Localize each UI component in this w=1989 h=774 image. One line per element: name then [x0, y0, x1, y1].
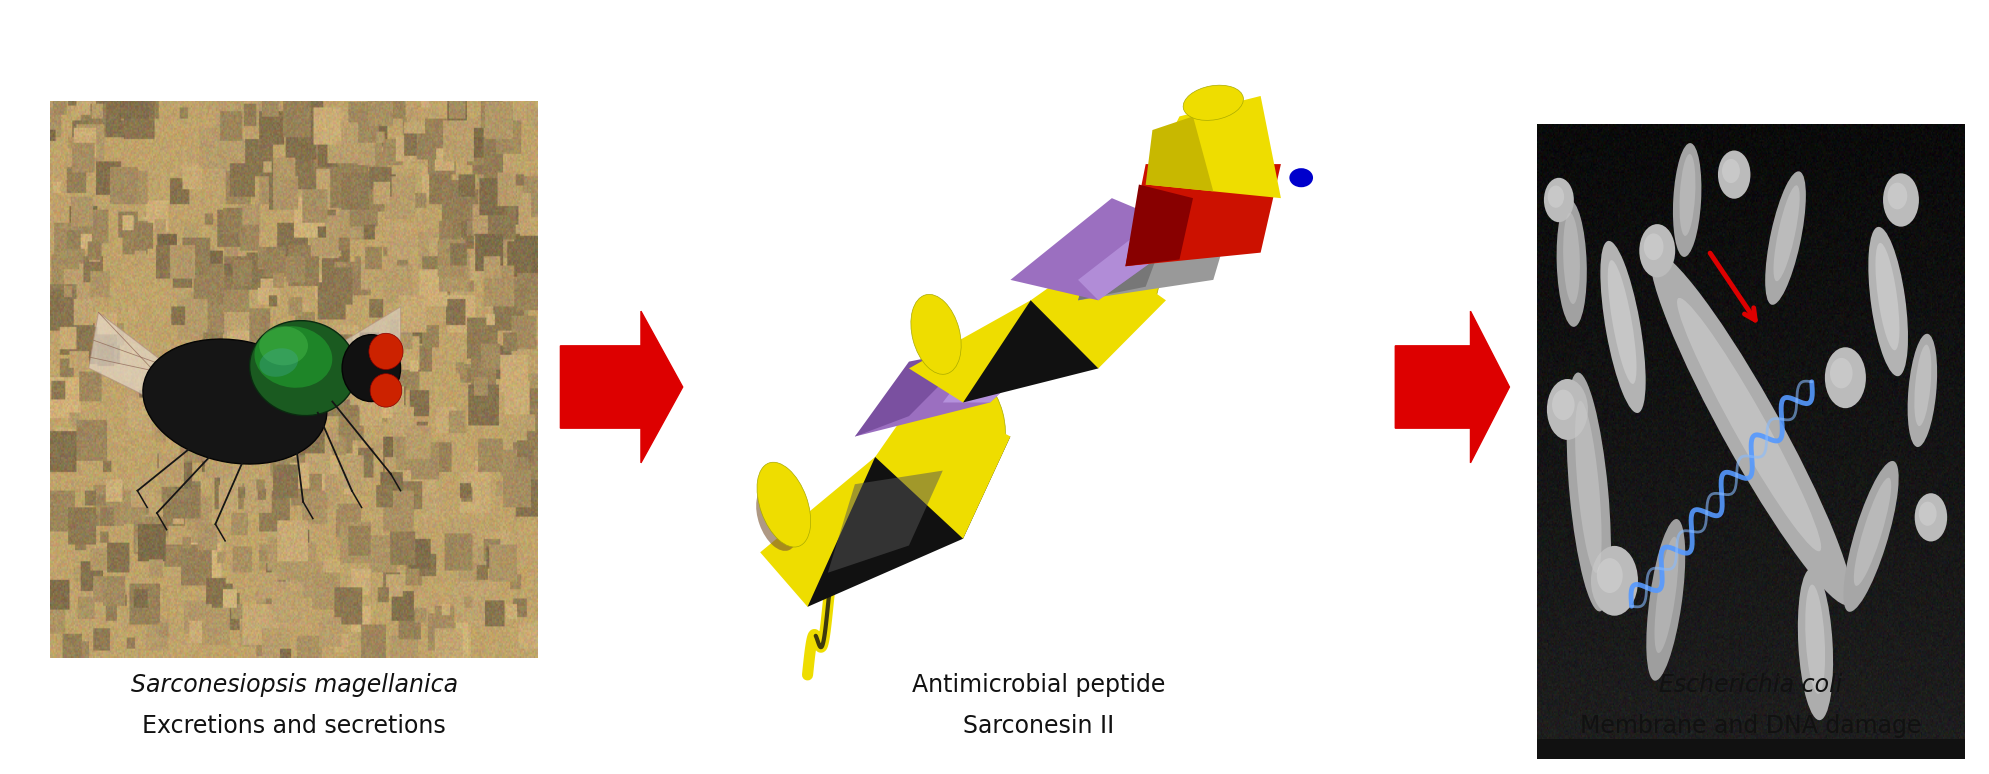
Text: Antimicrobial peptide: Antimicrobial peptide: [911, 673, 1166, 697]
Ellipse shape: [1844, 461, 1899, 611]
Ellipse shape: [911, 294, 961, 375]
Ellipse shape: [1868, 227, 1907, 376]
Ellipse shape: [1543, 178, 1573, 222]
Ellipse shape: [758, 462, 812, 547]
Polygon shape: [1126, 184, 1193, 266]
Ellipse shape: [1557, 200, 1587, 327]
Ellipse shape: [1884, 173, 1919, 227]
Ellipse shape: [342, 334, 400, 402]
Polygon shape: [963, 280, 1126, 402]
Ellipse shape: [1677, 298, 1822, 551]
Polygon shape: [855, 348, 977, 437]
Polygon shape: [1146, 96, 1281, 198]
Ellipse shape: [1764, 171, 1806, 305]
Text: Sarconesiopsis magellanica: Sarconesiopsis magellanica: [131, 673, 457, 697]
Ellipse shape: [1915, 493, 1947, 542]
Ellipse shape: [1774, 185, 1800, 281]
Ellipse shape: [1651, 252, 1852, 605]
Ellipse shape: [1183, 85, 1243, 121]
Polygon shape: [1078, 212, 1193, 300]
Ellipse shape: [1289, 168, 1313, 187]
Ellipse shape: [1575, 401, 1601, 573]
Ellipse shape: [1607, 260, 1637, 384]
Ellipse shape: [1888, 183, 1907, 209]
Polygon shape: [1146, 116, 1213, 191]
Ellipse shape: [1907, 334, 1937, 447]
Ellipse shape: [143, 339, 326, 464]
Ellipse shape: [756, 485, 798, 551]
FancyArrow shape: [561, 311, 682, 463]
Polygon shape: [943, 314, 1078, 402]
Ellipse shape: [1601, 241, 1645, 413]
Polygon shape: [1078, 225, 1166, 300]
Polygon shape: [1030, 252, 1166, 368]
Ellipse shape: [1824, 348, 1866, 408]
Ellipse shape: [1106, 223, 1160, 310]
Ellipse shape: [1551, 389, 1575, 420]
Ellipse shape: [1673, 143, 1701, 257]
FancyArrow shape: [1394, 311, 1510, 463]
Ellipse shape: [1806, 584, 1826, 694]
Ellipse shape: [370, 374, 402, 407]
Ellipse shape: [1655, 536, 1679, 653]
Text: Membrane and DNA damage: Membrane and DNA damage: [1579, 714, 1921, 738]
Ellipse shape: [1919, 502, 1937, 526]
Ellipse shape: [1830, 358, 1852, 389]
Text: Escherichia coli: Escherichia coli: [1659, 673, 1842, 697]
Ellipse shape: [1854, 478, 1892, 586]
Polygon shape: [855, 320, 1078, 437]
Ellipse shape: [1876, 243, 1899, 351]
Bar: [1537, 739, 1965, 759]
Text: Sarconesin II: Sarconesin II: [963, 714, 1114, 738]
Polygon shape: [1126, 164, 1281, 266]
Ellipse shape: [1547, 379, 1587, 440]
Polygon shape: [808, 437, 1010, 607]
Ellipse shape: [1563, 213, 1579, 304]
Ellipse shape: [1679, 154, 1695, 236]
Ellipse shape: [249, 320, 356, 416]
Ellipse shape: [947, 373, 1006, 466]
Ellipse shape: [1798, 568, 1834, 720]
Text: Excretions and secretions: Excretions and secretions: [143, 714, 446, 738]
Polygon shape: [90, 313, 171, 402]
Ellipse shape: [1643, 234, 1663, 260]
Ellipse shape: [259, 348, 298, 377]
Polygon shape: [1078, 212, 1233, 300]
Polygon shape: [1010, 198, 1193, 300]
Ellipse shape: [1597, 558, 1623, 593]
Ellipse shape: [368, 334, 404, 369]
Ellipse shape: [259, 327, 308, 365]
Polygon shape: [318, 307, 400, 396]
Ellipse shape: [1567, 372, 1611, 611]
Polygon shape: [827, 471, 943, 573]
Ellipse shape: [255, 326, 332, 388]
Ellipse shape: [1913, 344, 1931, 426]
Ellipse shape: [1722, 159, 1740, 183]
Ellipse shape: [1547, 186, 1563, 207]
Ellipse shape: [1639, 224, 1675, 277]
Polygon shape: [875, 389, 1010, 539]
Ellipse shape: [1591, 546, 1639, 616]
Ellipse shape: [1718, 150, 1750, 199]
Ellipse shape: [1647, 519, 1685, 680]
Polygon shape: [909, 300, 1078, 402]
Polygon shape: [760, 457, 923, 607]
